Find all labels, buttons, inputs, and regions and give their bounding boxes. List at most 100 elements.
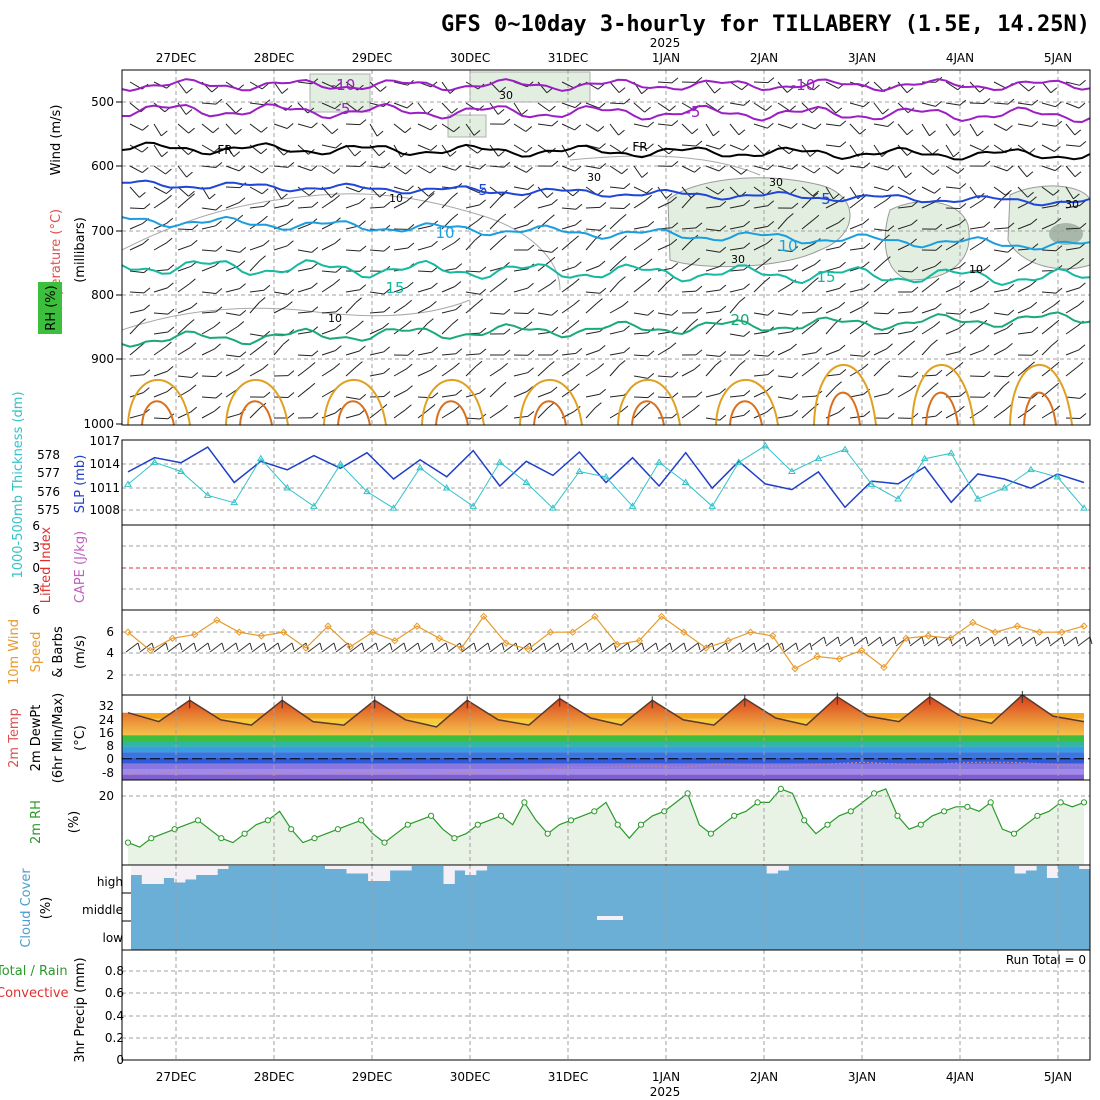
wind-barb-flag <box>908 340 916 347</box>
wind-barb-flag <box>910 219 918 226</box>
wind-barb-flag <box>568 151 576 158</box>
wind-barb <box>513 199 526 209</box>
thickness-marker <box>681 478 690 485</box>
wind-barb <box>321 81 335 89</box>
wind-barb <box>273 245 288 251</box>
date-label-top: 1JAN <box>652 51 680 65</box>
wind-barb <box>753 354 769 357</box>
wind-barb-flag <box>982 302 990 309</box>
wind-barb-flag <box>503 118 511 125</box>
wind-barb <box>561 224 576 230</box>
run-total: Run Total = 0 <box>1006 953 1086 967</box>
wind-barb-flag <box>572 278 580 285</box>
wind-barb-flag <box>767 77 775 83</box>
wind-barb-flag <box>211 86 219 93</box>
wind-barb-flag <box>428 190 435 197</box>
wind-barb-flag <box>263 201 271 207</box>
wind-barb-flag <box>404 127 412 134</box>
wind-barb-flag <box>665 193 673 199</box>
wind-barb-flag <box>738 360 746 366</box>
ylabel-10m-wind: 10m Wind <box>7 619 22 685</box>
date-label-top: 27DEC <box>156 51 196 65</box>
wind-barb-flag <box>812 190 820 197</box>
wind-barb-flag <box>959 346 966 352</box>
wind10m-barb <box>1049 636 1063 647</box>
wind-barb <box>249 186 263 195</box>
rh-marker <box>847 808 854 815</box>
wind-barb-flag <box>981 237 989 243</box>
wind-barb <box>489 144 499 157</box>
wind10m-barb-flag <box>487 642 491 651</box>
wind-barb <box>129 345 142 356</box>
wind-barb-flag <box>431 240 438 247</box>
wind-barb-flag <box>430 301 437 307</box>
wind-barb <box>729 102 744 106</box>
wind-barb-flag <box>331 128 339 135</box>
wind-barb-flag <box>621 147 629 153</box>
wind-barb-flag <box>449 151 457 157</box>
wind-barb-flag <box>859 128 867 135</box>
wind-barb-flag <box>185 109 193 115</box>
wind-barb-flag <box>503 328 511 335</box>
cloud-high-bar <box>766 866 778 874</box>
wind-barb <box>249 205 264 209</box>
wind10m-barb-flag <box>193 642 197 651</box>
precip-tick: 0.6 <box>105 986 124 1000</box>
date-label-bottom: 3JAN <box>848 1070 876 1084</box>
rh2m-panel: 20 2m RH (%) <box>29 779 1091 866</box>
wind-barb <box>753 243 767 251</box>
wind-barb <box>129 323 140 335</box>
rh-marker <box>381 839 388 846</box>
cloud-high-bar <box>357 866 369 874</box>
wind10m-barb-flag <box>823 636 827 645</box>
wind-barb <box>873 393 888 398</box>
wind-barb-flag <box>379 191 387 198</box>
cloud-high-bar <box>368 866 380 881</box>
wind10m-barb <box>825 636 839 647</box>
wind-barb <box>177 81 187 94</box>
rh-marker <box>591 808 598 815</box>
wind-barb <box>849 354 864 357</box>
wind10m-barb <box>433 642 447 653</box>
wind10m-barb-flag <box>333 642 337 651</box>
wind-barb-flag <box>1028 148 1036 154</box>
thickness-tick: 575 <box>37 503 60 517</box>
wind10m-barb <box>909 636 923 647</box>
cloud-high-bar <box>1025 866 1037 871</box>
wind-barb-flag <box>767 309 775 316</box>
wind-barb <box>705 393 720 398</box>
wind-barb <box>993 288 1008 293</box>
wind-barb <box>201 348 215 356</box>
wind-barb-flag <box>335 306 343 313</box>
wind-barb-flag <box>406 281 414 288</box>
wind-barb-flag <box>695 391 703 398</box>
wind-barb <box>609 305 623 314</box>
wind-barb <box>993 165 1008 172</box>
wind-barb <box>1065 287 1080 293</box>
wind10m-barb <box>1021 636 1035 647</box>
wind-barb-flag <box>741 84 749 91</box>
wind10m-barb <box>713 642 727 653</box>
wind-barb <box>873 312 889 315</box>
wind-barb-flag <box>548 256 556 263</box>
wind-barb <box>1017 263 1031 272</box>
temp-shade <box>122 695 1084 735</box>
wind-barb <box>393 102 408 109</box>
wind-tick: 4 <box>106 646 114 660</box>
date-label-top: 2JAN <box>750 51 778 65</box>
low-level-temp-contours <box>127 364 1073 426</box>
wind-barb-flag <box>239 283 246 289</box>
thickness-marker <box>389 504 398 511</box>
wind-barb <box>921 283 934 293</box>
wind-barb-flag <box>215 288 223 294</box>
wind-barb-flag <box>599 287 607 294</box>
wind-barb <box>321 328 336 335</box>
wind-barb-flag <box>383 245 391 252</box>
thickness-marker <box>628 502 637 509</box>
wind10m-marker <box>457 644 466 652</box>
rh-marker <box>567 817 575 824</box>
wind10m-barb <box>167 642 181 653</box>
wind-barb-flag <box>1078 102 1086 109</box>
contour-minus10 <box>121 78 1091 93</box>
wind-barb-flag <box>189 278 196 285</box>
